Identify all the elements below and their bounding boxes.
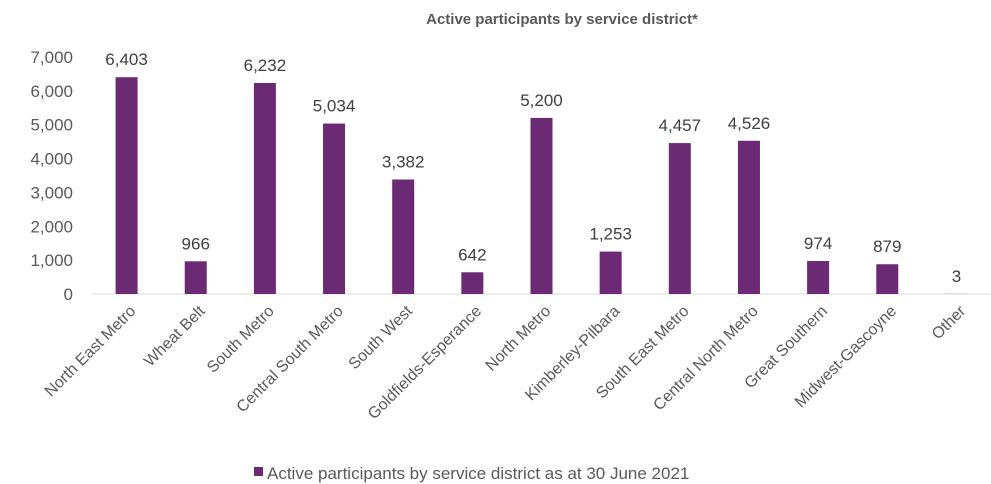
y-tick-label: 1,000 xyxy=(30,251,73,270)
y-tick-label: 2,000 xyxy=(30,217,73,236)
y-tick-label: 4,000 xyxy=(30,150,73,169)
data-label: 966 xyxy=(182,234,210,253)
category-label: Wheat Belt xyxy=(141,302,209,370)
data-label: 974 xyxy=(804,234,832,253)
y-tick-label: 5,000 xyxy=(30,116,73,135)
category-label: South West xyxy=(346,302,417,373)
bar xyxy=(530,117,553,294)
bar xyxy=(737,140,760,294)
bar xyxy=(876,264,899,294)
y-axis: 0 1,000 2,000 3,000 4,000 5,000 6,000 7,000 xyxy=(30,48,73,304)
data-label: 4,457 xyxy=(659,116,702,135)
data-label: 5,200 xyxy=(520,91,563,110)
legend: Active participants by service district … xyxy=(254,464,689,483)
bars-group xyxy=(115,77,968,295)
data-labels-group: 6,403 966 6,232 5,034 3,382 642 5,200 1,253 4,45… xyxy=(105,50,961,286)
category-label: North Metro xyxy=(483,303,555,375)
bar xyxy=(392,179,415,294)
category-label: Other xyxy=(929,302,970,343)
data-label: 3 xyxy=(952,267,961,286)
bar xyxy=(668,143,691,294)
y-tick-label: 3,000 xyxy=(30,183,73,202)
bar xyxy=(807,261,830,294)
chart-title: Active participants by service district* xyxy=(426,11,698,28)
y-tick-label: 7,000 xyxy=(30,48,73,67)
data-label: 3,382 xyxy=(382,152,425,171)
category-label: Goldfields-Esperance xyxy=(365,303,485,423)
data-label: 6,232 xyxy=(244,56,287,75)
data-label: 1,253 xyxy=(589,225,632,244)
y-tick-label: 0 xyxy=(64,285,73,304)
data-label: 642 xyxy=(458,245,486,264)
bar xyxy=(599,251,622,294)
data-label: 879 xyxy=(873,237,901,256)
legend-label: Active participants by service district … xyxy=(267,464,689,483)
bar xyxy=(115,77,138,295)
bar xyxy=(184,261,207,294)
category-label: North East Metro xyxy=(42,303,140,401)
data-label: 6,403 xyxy=(105,50,148,69)
data-label: 4,526 xyxy=(728,114,771,133)
legend-swatch xyxy=(254,467,263,476)
category-label: South Metro xyxy=(204,303,278,377)
y-tick-label: 6,000 xyxy=(30,82,73,101)
bar xyxy=(461,272,484,294)
bar xyxy=(323,123,346,294)
bar xyxy=(253,83,276,294)
data-label: 5,034 xyxy=(313,97,356,116)
